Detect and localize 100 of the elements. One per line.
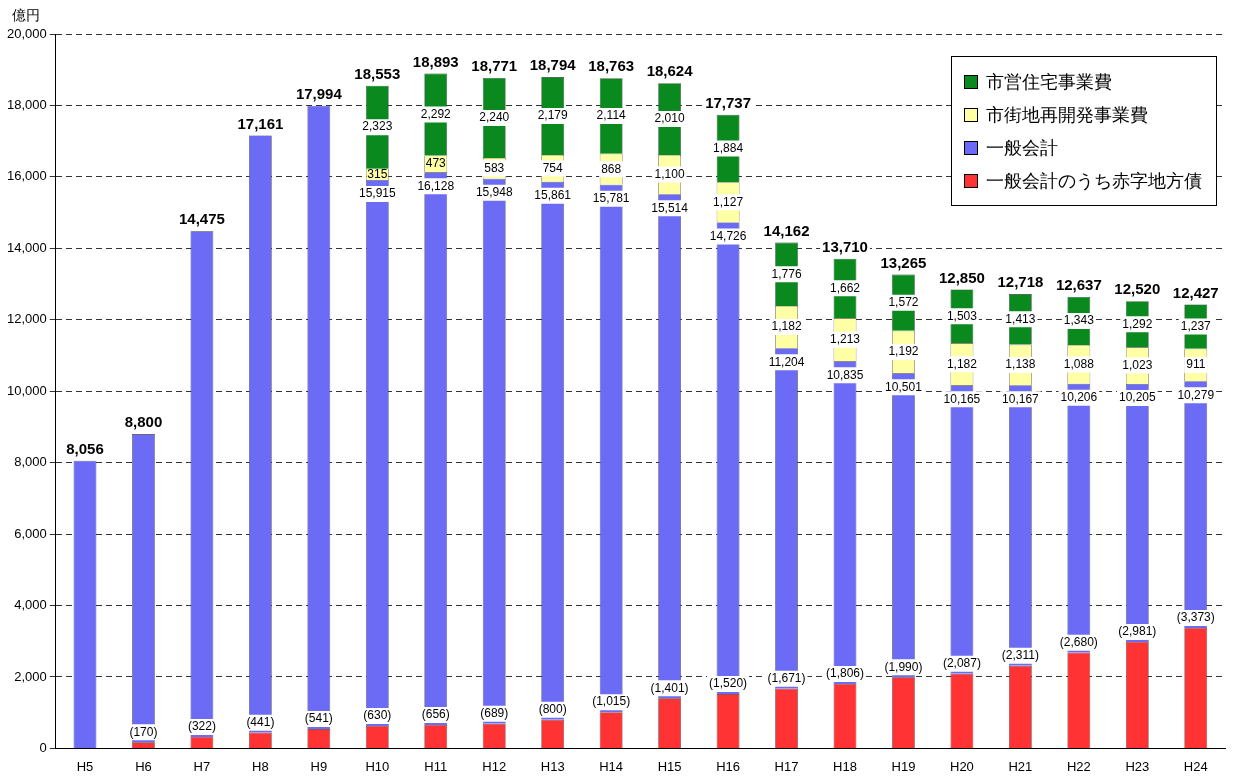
x-tick-label: H8 <box>252 758 269 774</box>
annotation: 15,861 <box>534 188 572 203</box>
data-label: 473 <box>425 156 447 171</box>
data-label: (1,520) <box>709 676 748 691</box>
annotation: 10,501 <box>885 379 923 394</box>
total-label: 18,763 <box>588 57 635 75</box>
data-label: 1,343 <box>1063 313 1095 328</box>
y-tick-label: 14,000 <box>7 239 47 255</box>
data-label: (3,373) <box>1176 610 1215 625</box>
data-label: (1,401) <box>650 680 689 695</box>
data-label: 1,182 <box>946 356 978 371</box>
data-label: 1,237 <box>1180 318 1212 333</box>
annotation: 15,781 <box>592 191 630 206</box>
x-tick-label: H18 <box>833 758 857 774</box>
data-label: 2,292 <box>420 106 452 121</box>
data-label: 911 <box>1186 357 1206 372</box>
x-tick-label: H19 <box>891 758 916 774</box>
x-tick-label: H11 <box>424 758 448 774</box>
data-label: 2,179 <box>537 108 569 123</box>
x-tick-label: H15 <box>657 758 682 774</box>
annotation: 15,514 <box>651 200 689 215</box>
data-label: (441) <box>246 714 275 729</box>
data-label: (2,680) <box>1059 634 1098 649</box>
x-tick-label: H22 <box>1066 758 1091 774</box>
total-label: 8,800 <box>124 413 163 431</box>
x-tick-label: H24 <box>1183 758 1208 774</box>
total-label: 18,893 <box>412 52 459 70</box>
y-tick-label: 6,000 <box>14 525 47 541</box>
total-label: 13,265 <box>880 253 927 271</box>
data-label: 1,776 <box>771 266 802 281</box>
x-tick-label: H14 <box>599 758 624 774</box>
data-label: 1,572 <box>888 294 919 309</box>
y-axis-title: 億円 <box>12 6 40 23</box>
data-label: 2,240 <box>479 110 510 125</box>
data-label: 1,023 <box>1122 357 1153 372</box>
data-label: (1,990) <box>884 659 923 674</box>
x-tick-label: H23 <box>1125 758 1150 774</box>
data-label: (656) <box>421 707 450 722</box>
data-label: (170) <box>129 724 158 739</box>
x-tick-label: H16 <box>716 758 740 774</box>
total-label: 12,718 <box>997 273 1044 291</box>
data-label: (630) <box>363 708 392 723</box>
total-label: 17,737 <box>705 93 752 111</box>
y-tick-label: 20,000 <box>7 25 47 41</box>
y-tick-label: 12,000 <box>7 311 47 327</box>
x-tick-label: H21 <box>1008 758 1033 774</box>
x-tick-label: H17 <box>774 758 799 774</box>
total-label: 17,161 <box>237 114 284 132</box>
y-tick-label: 16,000 <box>7 168 47 184</box>
data-label: (1,015) <box>592 694 631 709</box>
legend-label: 一般会計 <box>985 135 1059 160</box>
y-tick-label: 2,000 <box>14 668 47 684</box>
data-label: 1,138 <box>1005 357 1036 372</box>
data-label: 2,323 <box>362 119 393 134</box>
x-tick-label: H9 <box>310 758 328 774</box>
data-label: (541) <box>304 711 333 726</box>
total-label: 12,637 <box>1055 276 1102 294</box>
annotation: 10,206 <box>1060 390 1098 405</box>
data-label: 1,662 <box>829 280 861 295</box>
annotation: 14,726 <box>709 228 747 243</box>
data-label: 754 <box>542 160 564 175</box>
data-label: 315 <box>367 166 388 181</box>
data-label: 583 <box>484 160 505 175</box>
total-label: 18,771 <box>471 57 518 75</box>
data-label: 2,010 <box>654 111 685 126</box>
total-label: 12,427 <box>1172 283 1219 301</box>
annotation: 11,204 <box>768 354 805 369</box>
data-label: 1,127 <box>713 194 744 209</box>
data-label: 868 <box>601 161 622 176</box>
y-tick-label: 4,000 <box>14 597 47 613</box>
data-label: 1,192 <box>888 344 919 359</box>
total-label: 8,056 <box>66 439 104 457</box>
x-tick-label: H7 <box>193 758 211 774</box>
y-tick-label: 10,000 <box>7 382 47 398</box>
data-label: (322) <box>187 719 216 734</box>
annotation: 10,279 <box>1177 387 1215 402</box>
data-label: 1,292 <box>1122 316 1153 331</box>
x-tick-label: H13 <box>540 758 565 774</box>
total-label: 13,710 <box>822 237 868 255</box>
data-label: (1,671) <box>767 671 806 686</box>
annotation: 15,948 <box>475 185 513 200</box>
data-label: (2,981) <box>1118 624 1157 639</box>
annotation: 16,128 <box>417 178 455 193</box>
total-label: 18,794 <box>529 56 577 74</box>
x-tick-label: H20 <box>949 758 974 774</box>
data-label: (1,806) <box>825 666 865 681</box>
data-label: 1,213 <box>829 332 861 347</box>
data-label: 1,100 <box>654 166 685 181</box>
x-tick-label: H5 <box>76 758 94 774</box>
legend-label: 市街地再開発事業費 <box>985 102 1149 127</box>
total-label: 12,520 <box>1114 280 1161 298</box>
total-label: 14,475 <box>178 210 225 228</box>
x-tick-label: H10 <box>365 758 390 774</box>
data-label: (2,087) <box>942 656 981 671</box>
data-label: 1,503 <box>946 308 978 323</box>
data-label: 1,088 <box>1063 356 1095 371</box>
y-tick-label: 18,000 <box>7 97 47 113</box>
x-tick-label: H6 <box>135 758 152 774</box>
total-label: 18,624 <box>646 62 694 80</box>
annotation: 10,165 <box>943 391 981 406</box>
